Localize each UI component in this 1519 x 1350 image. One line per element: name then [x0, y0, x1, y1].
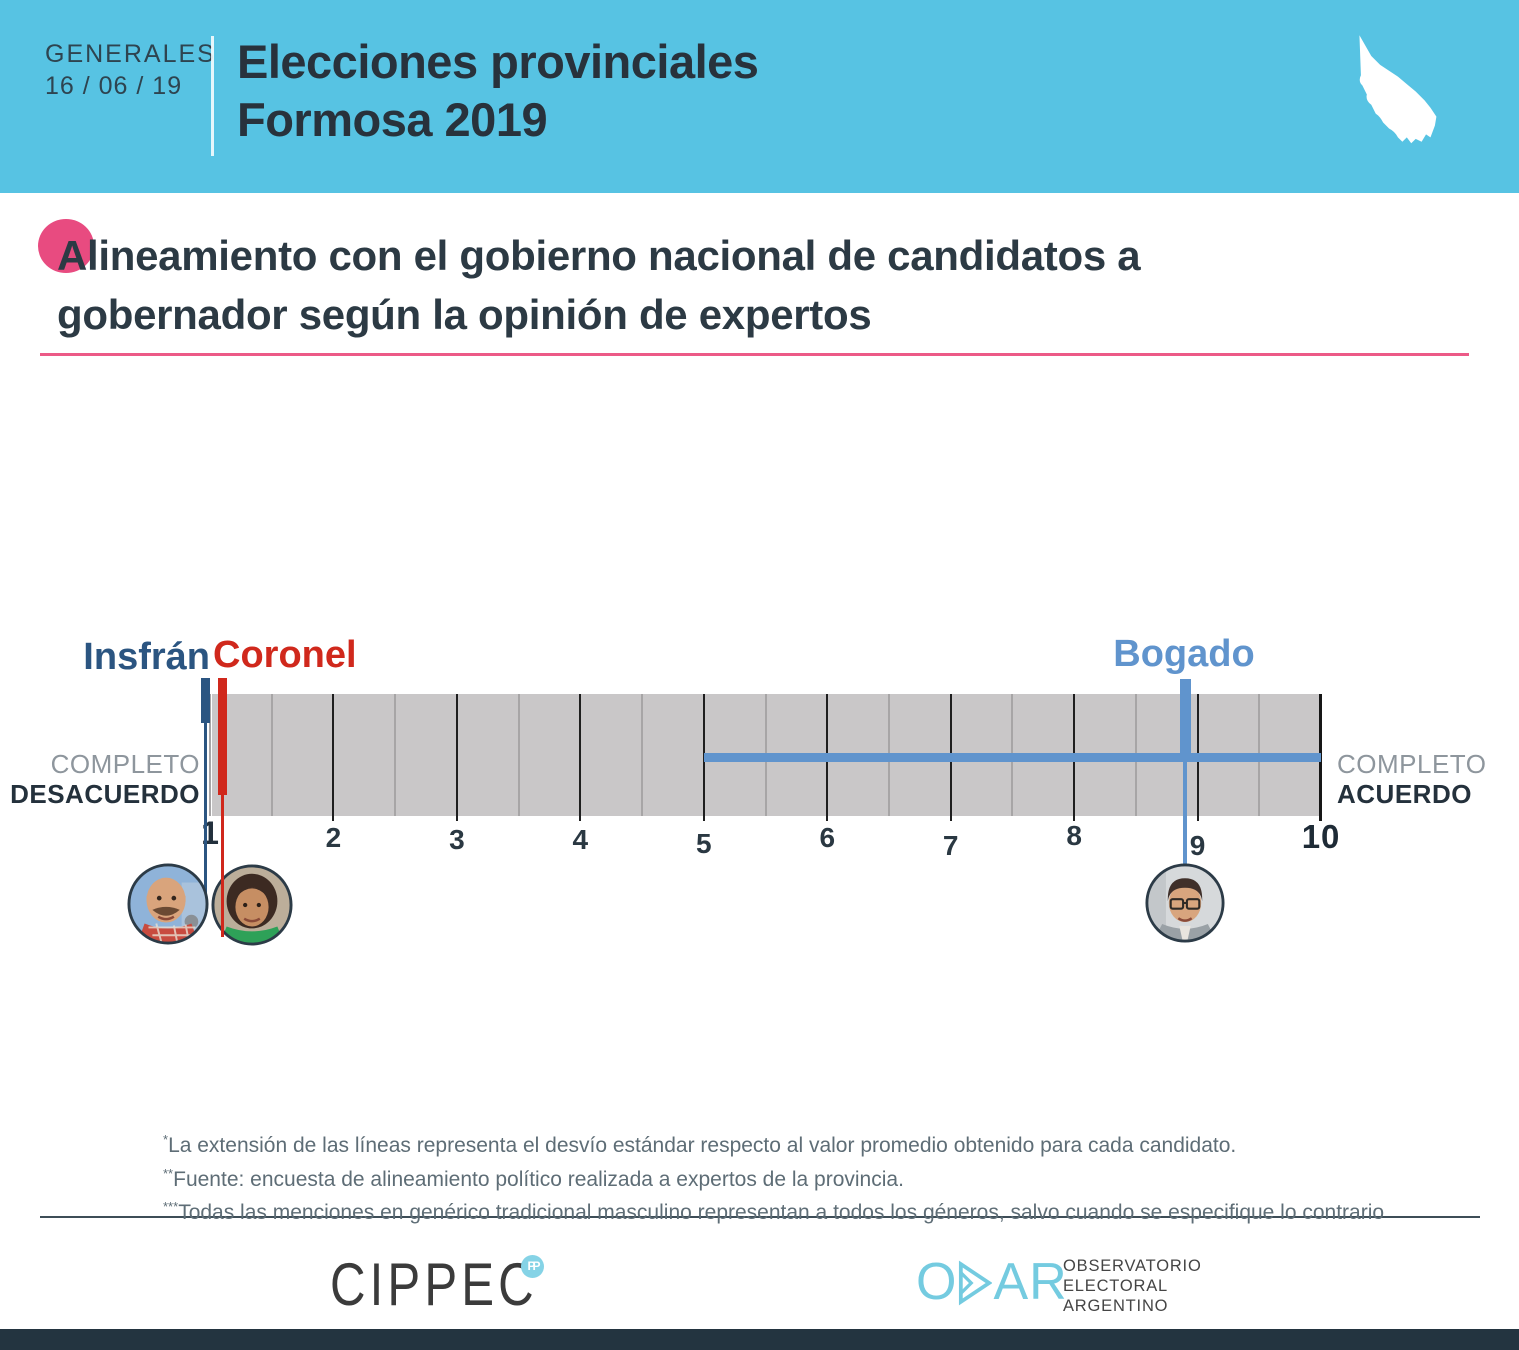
sd-line-Bogado [703, 753, 1322, 762]
page-title: Elecciones provinciales Formosa 2019 [237, 33, 759, 149]
scale-tick-right-edge [1319, 694, 1323, 821]
chart-headline: Alineamiento con el gobierno nacional de… [57, 226, 1141, 344]
scale-tick-minor [209, 694, 211, 816]
scale-right-label: COMPLETO ACUERDO [1337, 749, 1486, 809]
scale-number-4: 4 [572, 824, 589, 855]
oear-wordmark: OBSERVATORIO ELECTORAL ARGENTINO [1063, 1256, 1202, 1316]
page-title-line2: Formosa 2019 [237, 93, 548, 146]
marker-line-Insfrán [204, 678, 207, 905]
scale-tick-minor [517, 694, 520, 816]
scale-right-label-top: COMPLETO [1337, 749, 1487, 779]
scale-number-5: 5 [696, 828, 712, 859]
candidate-label-coronel: Coronel [213, 634, 357, 676]
oear-letters-ar: AR [993, 1253, 1068, 1311]
marker-bar-Coronel [218, 678, 228, 795]
oear-logo: O AR [916, 1252, 1068, 1312]
scale-right-label-bottom: ACUERDO [1337, 779, 1472, 809]
chart-headline-line1: Alineamiento con el gobierno nacional de… [57, 232, 1141, 279]
scale-left-label-bottom: DESACUERDO [10, 779, 200, 809]
marker-bar-Bogado [1179, 679, 1191, 759]
scale-tick-major [455, 694, 458, 821]
scale-tick-major [702, 694, 705, 821]
headline-accent-ellipse [38, 219, 94, 273]
scale-number-8: 8 [1066, 820, 1082, 851]
scale-number-6: 6 [819, 822, 836, 853]
candidate-label-insfran: Insfrán [83, 636, 210, 678]
oear-wordmark-line3: ARGENTINO [1063, 1297, 1169, 1315]
scale-number-7: 7 [942, 830, 959, 861]
election-kicker: GENERALES 16 / 06 / 19 [45, 38, 216, 102]
scale-tick-major [332, 694, 335, 821]
scale-tick-minor [394, 694, 397, 816]
avatar-bogado [1145, 863, 1225, 943]
scale-tick-minor [1011, 694, 1014, 816]
headline-rule [40, 353, 1469, 356]
scale-number-9: 9 [1189, 830, 1206, 861]
scale-tick-minor [270, 694, 273, 816]
page-title-line1: Elecciones provinciales [237, 35, 759, 88]
scale-left-label: COMPLETO DESACUERDO [0, 749, 200, 809]
scale-number-1: 1 [201, 815, 219, 851]
scale-tick-major [1196, 694, 1199, 821]
scale-tick-major [826, 694, 829, 821]
avatar-coronel [211, 864, 293, 946]
scale-number-10: 10 [1301, 818, 1341, 855]
scale-number-3: 3 [449, 824, 465, 855]
formosa-map-silhouette [1359, 35, 1437, 144]
footnote-1: *La extensión de las líneas representa e… [163, 1132, 1237, 1157]
scale-tick-minor [887, 694, 890, 816]
marker-bar-Insfrán [201, 678, 210, 723]
avatar-insfran [127, 863, 209, 945]
footnote-3: ***Todas las menciones en genérico tradi… [163, 1199, 1385, 1224]
scale-band [212, 694, 1322, 816]
candidate-label-bogado: Bogado [1113, 633, 1255, 675]
scale-left-label-top: COMPLETO [50, 749, 200, 779]
scale-tick-minor [1258, 694, 1261, 816]
scale-tick-major [1073, 694, 1076, 821]
marker-line-Coronel [221, 678, 225, 937]
scale-tick-minor [1134, 694, 1137, 816]
kicker-date: 16 / 06 / 19 [45, 72, 183, 100]
scale-tick-minor [641, 694, 644, 816]
header-band: GENERALES 16 / 06 / 19 Elecciones provin… [0, 0, 1519, 193]
bottom-bar [0, 1329, 1519, 1350]
marker-line-Bogado [1183, 679, 1188, 905]
cippec-logo: CIPPEC [330, 1251, 538, 1318]
footnote-2: **Fuente: encuesta de alineamiento polít… [163, 1165, 904, 1191]
scale-number-2: 2 [325, 822, 342, 853]
chart-headline-line2: gobernador según la opinión de expertos [57, 291, 872, 338]
oear-sigma-triangle-icon [959, 1260, 993, 1306]
oear-wordmark-line2: ELECTORAL [1063, 1277, 1169, 1295]
scale-tick-major [579, 694, 582, 821]
footnotes: *La extensión de las líneas representa e… [163, 1126, 1384, 1227]
oear-wordmark-line1: OBSERVATORIO [1063, 1257, 1202, 1275]
oear-letter-o: O [916, 1253, 958, 1311]
cippec-badge-icon: PP [521, 1255, 544, 1278]
footer-divider [40, 1216, 1480, 1218]
scale-tick-major [949, 694, 952, 821]
scale-tick-minor [764, 694, 767, 816]
kicker-type: GENERALES [45, 40, 216, 68]
kicker-divider [211, 36, 214, 156]
